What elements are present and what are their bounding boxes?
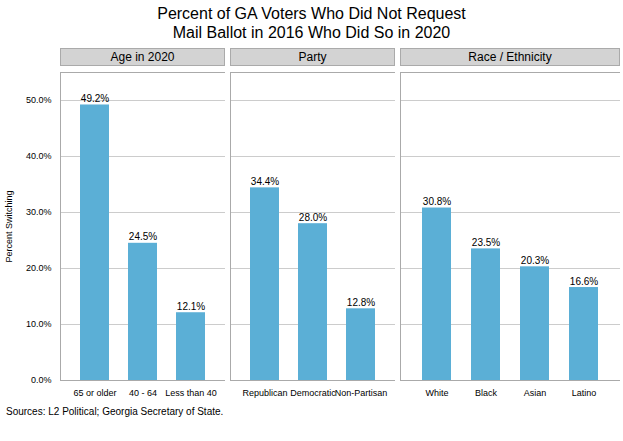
html-text:Race / Ethnicity: Race / Ethnicity	[468, 50, 552, 64]
html-text:Party: Party	[298, 50, 327, 64]
svg-text:34.4%: 34.4%	[251, 176, 279, 187]
svg-text:24.5%: 24.5%	[129, 231, 157, 242]
svg-text:28.0%: 28.0%	[299, 212, 327, 223]
svg-text:49.2%: 49.2%	[81, 93, 109, 104]
svg-text:12.1%: 12.1%	[177, 301, 205, 312]
svg-text:23.5%: 23.5%	[472, 237, 500, 248]
svg-text:Latino: Latino	[572, 388, 597, 398]
svg-text:30.8%: 30.8%	[423, 196, 451, 207]
svg-text:Less than 40: Less than 40	[165, 388, 217, 398]
svg-text:Non-Partisan: Non-Partisan	[335, 388, 388, 398]
html-text:Percent of GA Voters Who Did N: Percent of GA Voters Who Did Not Request	[157, 5, 466, 22]
svg-text:65 or older: 65 or older	[73, 388, 116, 398]
svg-text:0.0%: 0.0%	[31, 375, 52, 385]
svg-text:20.3%: 20.3%	[521, 255, 549, 266]
svg-text:50.0%: 50.0%	[26, 95, 52, 105]
svg-text:White: White	[425, 388, 448, 398]
svg-text:Percent Switching: Percent Switching	[4, 190, 14, 262]
svg-text:Asian: Asian	[524, 388, 547, 398]
html-text:Sources: L2 Political; Georgia: Sources: L2 Political; Georgia Secretary…	[6, 406, 224, 417]
svg-text:40.0%: 40.0%	[26, 151, 52, 161]
svg-text:10.0%: 10.0%	[26, 319, 52, 329]
svg-text:30.0%: 30.0%	[26, 207, 52, 217]
svg-text:Republican: Republican	[242, 388, 287, 398]
svg-text:40 - 64: 40 - 64	[129, 388, 157, 398]
svg-text:16.6%: 16.6%	[570, 276, 598, 287]
html-text:Mail Ballot in 2016 Who Did So: Mail Ballot in 2016 Who Did So in 2020	[172, 24, 451, 41]
html-text:Age in 2020: Age in 2020	[110, 50, 175, 64]
svg-text:20.0%: 20.0%	[26, 263, 52, 273]
svg-text:Black: Black	[475, 388, 498, 398]
svg-text:12.8%: 12.8%	[347, 297, 375, 308]
svg-text:Democratic: Democratic	[290, 388, 336, 398]
